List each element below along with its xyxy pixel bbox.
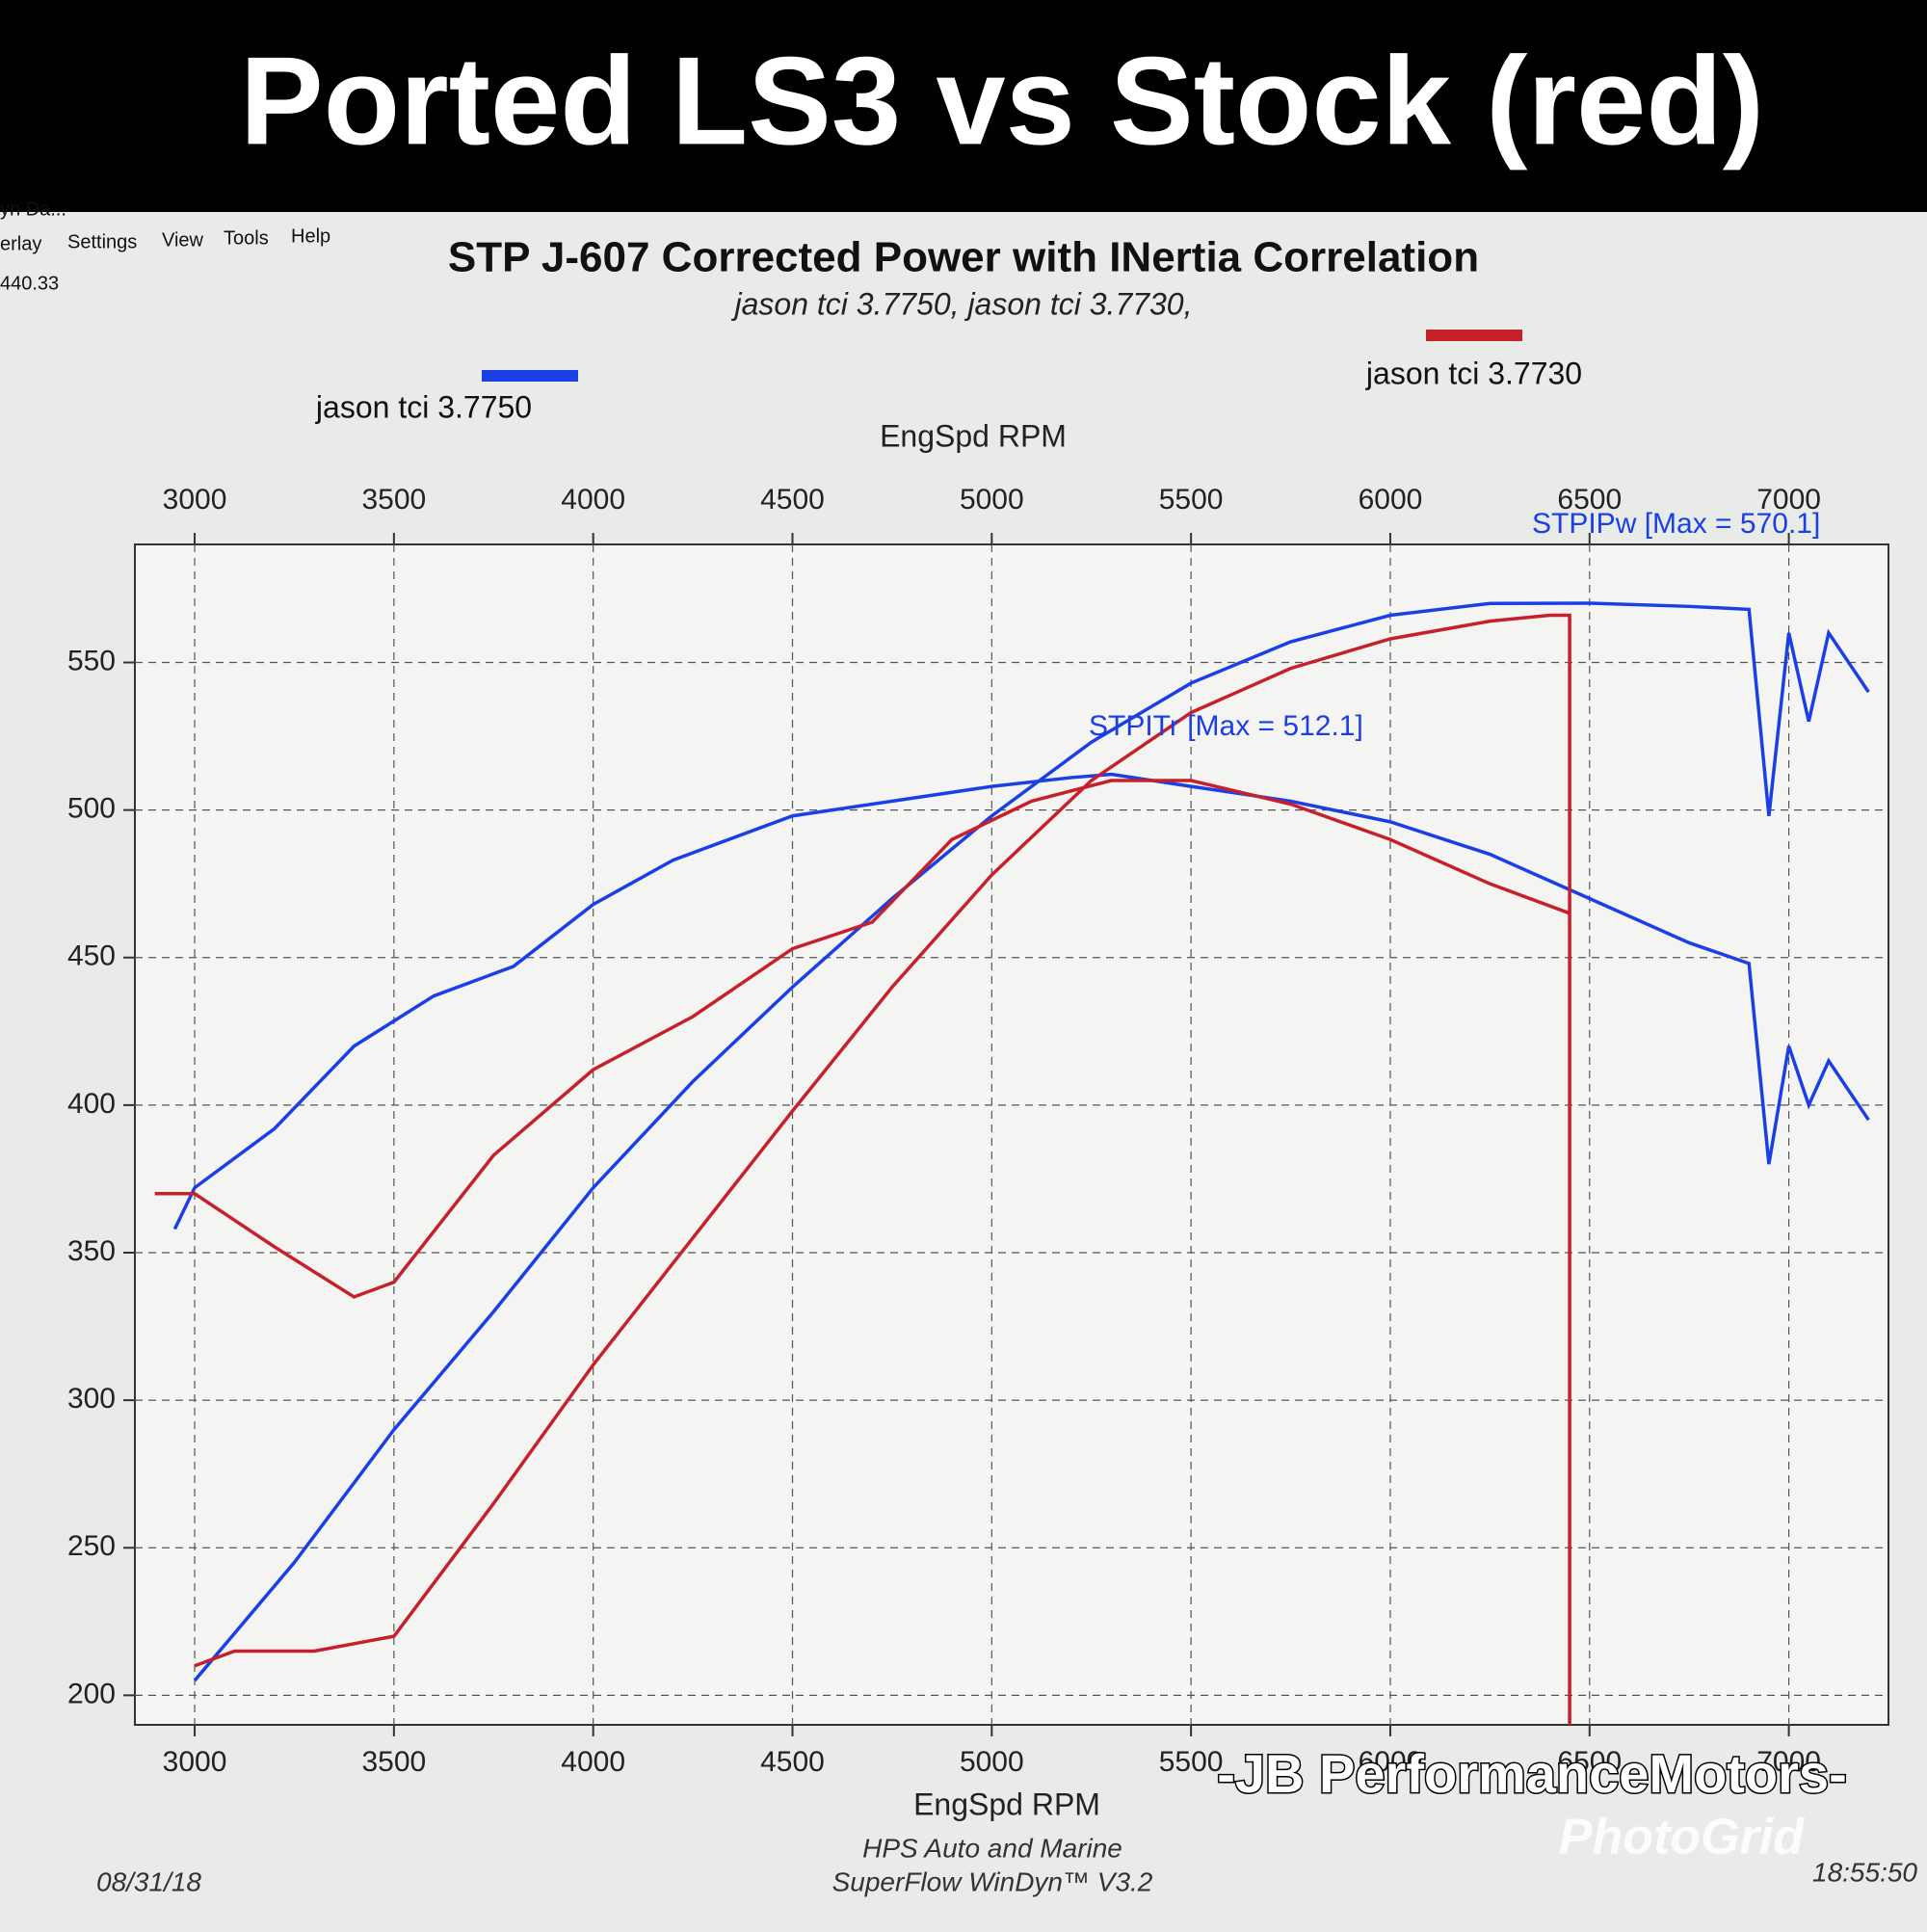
annotation: STPITr [Max = 512.1]: [1089, 710, 1363, 742]
footer-date: 08/31/18: [96, 1866, 201, 1896]
legend-swatch: [482, 370, 578, 382]
x-tick-label: 5500: [1159, 1746, 1224, 1778]
menu-item[interactable]: Settings: [67, 231, 137, 252]
watermark: -JB PerformanceMotors-: [1217, 1743, 1846, 1804]
y-tick-label: 300: [67, 1383, 116, 1415]
y-tick-label: 450: [67, 940, 116, 972]
x-tick-label-top: 7000: [1756, 484, 1821, 516]
data-line: [194, 613, 1571, 1725]
menu-item[interactable]: erlay: [0, 233, 41, 254]
chart-subtitle: jason tci 3.7750, jason tci 3.7730,: [731, 286, 1193, 321]
footer-company: HPS Auto and Marine: [862, 1833, 1122, 1863]
footer-time: 18:55:50: [1812, 1857, 1917, 1887]
y-tick-label: 250: [67, 1530, 116, 1562]
y-tick-label: 200: [67, 1678, 116, 1709]
x-tick-label: 4500: [760, 1746, 825, 1778]
header-bar: [0, 0, 1927, 212]
x-tick-label: 3500: [361, 1746, 426, 1778]
menu-item[interactable]: View: [162, 229, 204, 251]
y-tick-label: 550: [67, 645, 116, 676]
y-tick-label: 400: [67, 1088, 116, 1120]
x-tick-label: 6500: [1557, 1746, 1622, 1778]
x-tick-label: 4000: [561, 1746, 625, 1778]
status-value: 440.33: [0, 273, 59, 294]
chart-title: STP J-607 Corrected Power with INertia C…: [448, 234, 1479, 281]
x-tick-label: 5000: [960, 1746, 1024, 1778]
data-line: [172, 772, 1870, 1231]
photogrid-credit: PhotoGrid: [1559, 1810, 1805, 1866]
x-tick-label-top: 3000: [163, 484, 227, 516]
x-tick-label: 7000: [1756, 1746, 1821, 1778]
data-line: [193, 601, 1870, 1682]
x-tick-label: 3000: [163, 1746, 227, 1778]
menu-item[interactable]: Tools: [224, 227, 269, 249]
window-caption: yn Da...: [0, 198, 66, 220]
x-tick-label: 6000: [1359, 1746, 1423, 1778]
x-tick-label-top: 6000: [1359, 484, 1423, 516]
annotation: STPIPw [Max = 570.1]: [1532, 508, 1820, 540]
x-axis-label: EngSpd RPM: [913, 1786, 1100, 1821]
data-line: [154, 779, 1571, 1299]
menu-item[interactable]: Help: [291, 225, 330, 247]
y-tick-label: 500: [67, 793, 116, 825]
legend-swatch: [1426, 330, 1522, 341]
x-tick-label-top: 5500: [1159, 484, 1224, 516]
y-tick-label: 350: [67, 1235, 116, 1267]
x-tick-label-top: 6500: [1557, 484, 1622, 516]
legend-label: jason tci 3.7730: [1365, 356, 1582, 390]
x-axis-label-top: EngSpd RPM: [880, 418, 1067, 453]
plot-area: [134, 543, 1889, 1726]
legend-label: jason tci 3.7750: [315, 389, 532, 424]
footer-software: SuperFlow WinDyn™ V3.2: [832, 1866, 1153, 1896]
header-title: Ported LS3 vs Stock (red): [240, 30, 1764, 171]
x-tick-label-top: 4500: [760, 484, 825, 516]
x-tick-label-top: 3500: [361, 484, 426, 516]
x-tick-label-top: 5000: [960, 484, 1024, 516]
x-tick-label-top: 4000: [561, 484, 625, 516]
